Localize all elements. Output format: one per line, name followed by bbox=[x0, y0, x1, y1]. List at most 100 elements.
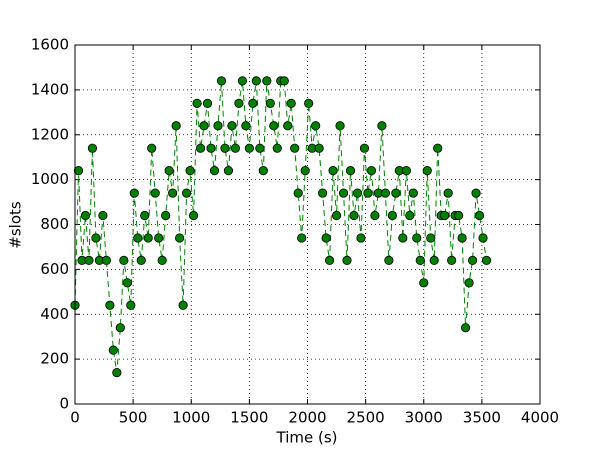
data-point bbox=[171, 121, 181, 131]
data-point bbox=[349, 210, 359, 221]
data-point bbox=[136, 255, 146, 265]
data-point bbox=[108, 345, 118, 355]
data-point bbox=[255, 143, 265, 153]
data-point bbox=[168, 188, 178, 198]
x-axis-label: Time (s) bbox=[276, 429, 338, 447]
data-line bbox=[74, 80, 488, 373]
data-point bbox=[359, 143, 370, 153]
data-point bbox=[213, 121, 223, 131]
data-point bbox=[415, 255, 425, 265]
data-point bbox=[119, 255, 129, 265]
data-point bbox=[321, 233, 331, 243]
data-point bbox=[377, 121, 387, 131]
data-point bbox=[112, 367, 122, 378]
data-point bbox=[391, 188, 401, 198]
data-point bbox=[366, 166, 377, 176]
data-point bbox=[98, 210, 108, 221]
data-point bbox=[478, 233, 488, 243]
data-point bbox=[227, 121, 237, 131]
data-point bbox=[342, 255, 352, 265]
data-point bbox=[384, 255, 394, 265]
data-point bbox=[230, 143, 241, 153]
data-point bbox=[133, 233, 143, 243]
data-point bbox=[223, 166, 234, 176]
data-point bbox=[126, 300, 136, 310]
data-point bbox=[122, 278, 132, 288]
data-point bbox=[345, 166, 356, 176]
data-point bbox=[422, 166, 432, 176]
data-point bbox=[286, 98, 296, 108]
data-point bbox=[216, 76, 227, 86]
data-point bbox=[220, 143, 230, 153]
data-point bbox=[206, 143, 216, 153]
x-tick-label: 3500 bbox=[463, 409, 501, 427]
data-point bbox=[248, 98, 258, 108]
data-point bbox=[241, 121, 251, 131]
data-point bbox=[147, 143, 157, 153]
data-point bbox=[87, 143, 98, 153]
y-tick-label: 0 bbox=[59, 395, 69, 413]
data-point bbox=[209, 166, 220, 176]
data-point bbox=[297, 233, 307, 243]
data-point bbox=[202, 98, 213, 108]
x-tick-label: 3000 bbox=[405, 409, 443, 427]
data-point bbox=[426, 233, 436, 243]
data-point bbox=[433, 143, 443, 153]
data-point bbox=[464, 278, 474, 288]
x-tick-label: 2000 bbox=[288, 409, 326, 427]
data-point bbox=[314, 143, 324, 153]
data-point bbox=[182, 188, 192, 198]
data-point bbox=[300, 166, 310, 176]
data-point bbox=[380, 188, 390, 198]
data-point bbox=[178, 300, 188, 310]
data-point bbox=[460, 323, 471, 333]
y-tick-label: 1600 bbox=[31, 36, 69, 54]
data-point bbox=[412, 233, 422, 243]
data-point bbox=[175, 233, 185, 243]
data-point bbox=[161, 210, 171, 221]
data-point bbox=[481, 255, 492, 265]
x-tick-label: 0 bbox=[70, 409, 80, 427]
data-point bbox=[311, 121, 321, 131]
data-point bbox=[429, 255, 439, 265]
data-point bbox=[269, 121, 279, 131]
data-point bbox=[328, 166, 338, 176]
y-axis-label: #slots bbox=[7, 201, 25, 249]
data-point bbox=[244, 143, 254, 153]
data-point bbox=[272, 143, 282, 153]
data-point bbox=[363, 188, 373, 198]
data-point bbox=[101, 255, 111, 265]
data-point bbox=[447, 255, 457, 265]
data-point bbox=[324, 255, 335, 265]
data-point bbox=[457, 233, 467, 243]
data-point bbox=[387, 210, 397, 221]
data-point bbox=[443, 188, 453, 198]
data-point bbox=[398, 233, 408, 243]
data-point bbox=[279, 76, 289, 86]
data-point bbox=[283, 121, 293, 131]
data-point bbox=[335, 121, 345, 131]
data-point bbox=[199, 121, 209, 131]
data-point bbox=[195, 143, 206, 153]
y-tick-label: 1000 bbox=[31, 170, 69, 188]
data-point bbox=[150, 188, 160, 198]
data-point bbox=[474, 210, 485, 221]
x-tick-label: 4000 bbox=[521, 409, 559, 427]
y-tick-label: 800 bbox=[40, 215, 69, 233]
data-point bbox=[154, 233, 164, 243]
plot-frame bbox=[74, 44, 541, 405]
data-point bbox=[405, 210, 415, 221]
data-point bbox=[188, 210, 199, 221]
data-point bbox=[356, 233, 366, 243]
data-point bbox=[338, 188, 349, 198]
x-tick-label: 500 bbox=[119, 409, 148, 427]
y-tick-label: 1200 bbox=[31, 125, 69, 143]
data-point bbox=[331, 210, 342, 221]
data-point bbox=[318, 188, 328, 198]
data-point bbox=[408, 188, 418, 198]
data-point bbox=[265, 98, 275, 108]
data-point bbox=[91, 233, 101, 243]
data-point bbox=[258, 166, 268, 176]
data-point bbox=[105, 300, 115, 310]
